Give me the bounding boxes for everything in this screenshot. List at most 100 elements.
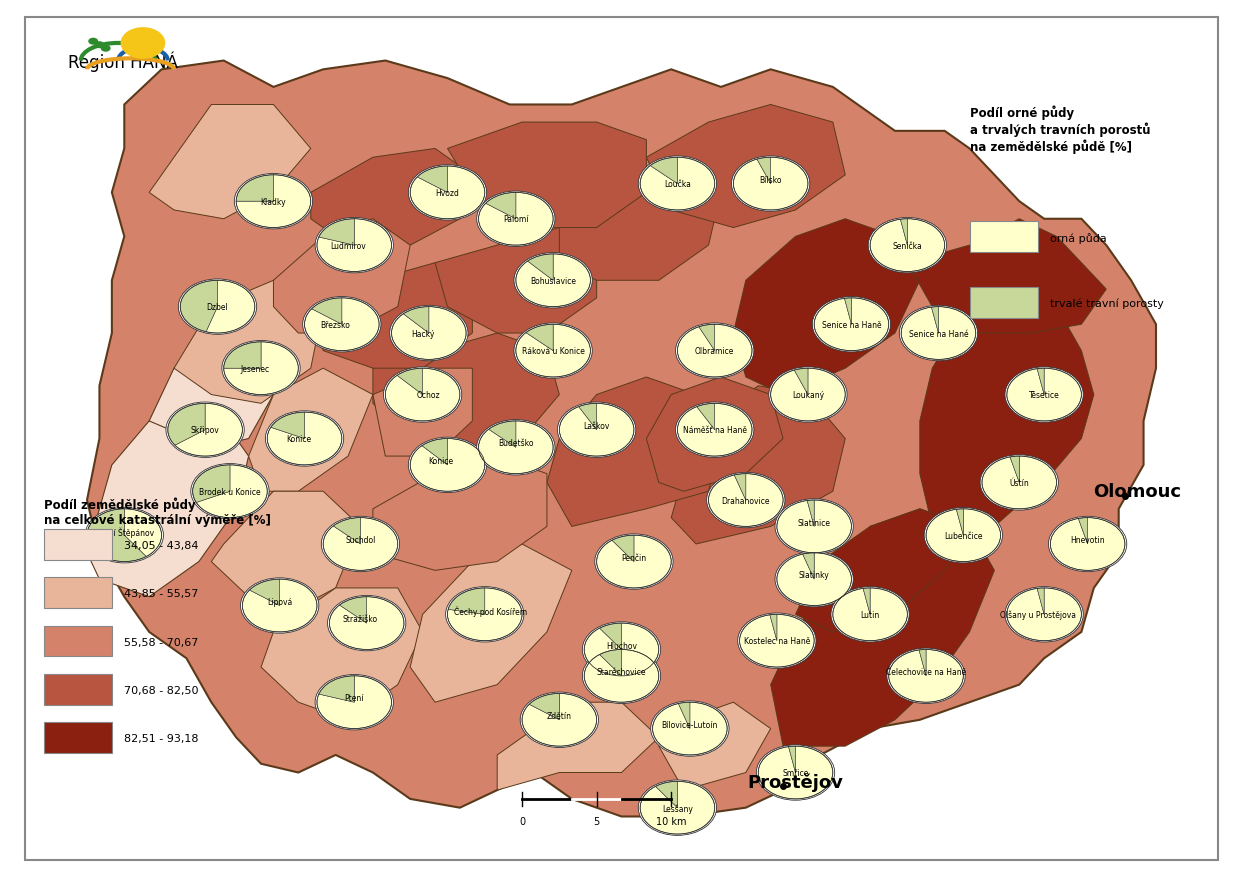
Text: Čechy pod Kosířem: Čechy pod Kosířem xyxy=(455,606,527,616)
Wedge shape xyxy=(410,167,485,220)
FancyBboxPatch shape xyxy=(44,723,112,753)
Circle shape xyxy=(520,692,599,748)
Text: Laškov: Laškov xyxy=(583,421,610,430)
Wedge shape xyxy=(677,404,752,457)
Text: Hnevotin: Hnevotin xyxy=(1070,536,1105,544)
Text: 34,05 - 43,84: 34,05 - 43,84 xyxy=(124,540,199,551)
Wedge shape xyxy=(1079,518,1088,544)
Wedge shape xyxy=(794,369,808,395)
Circle shape xyxy=(316,674,393,730)
Circle shape xyxy=(389,306,467,362)
Text: Lesšany: Lesšany xyxy=(663,803,692,813)
Circle shape xyxy=(265,411,343,467)
Wedge shape xyxy=(410,439,485,492)
Wedge shape xyxy=(733,158,808,211)
Wedge shape xyxy=(640,781,715,834)
Text: 43,85 - 55,57: 43,85 - 55,57 xyxy=(124,588,199,599)
Circle shape xyxy=(303,297,380,352)
Wedge shape xyxy=(919,650,926,676)
Wedge shape xyxy=(697,404,715,430)
Circle shape xyxy=(768,367,848,422)
Wedge shape xyxy=(305,299,379,351)
Wedge shape xyxy=(397,369,423,395)
Text: Senice na Hané: Senice na Hané xyxy=(909,329,968,338)
Wedge shape xyxy=(758,746,833,799)
Wedge shape xyxy=(844,299,851,325)
Text: Slatinice: Slatinice xyxy=(798,518,830,527)
Polygon shape xyxy=(907,220,1106,334)
Wedge shape xyxy=(740,615,814,667)
Wedge shape xyxy=(421,439,447,465)
Wedge shape xyxy=(1011,457,1019,483)
Text: Bílovice-Lutoín: Bílovice-Lutoín xyxy=(661,720,718,729)
Polygon shape xyxy=(311,263,472,369)
Polygon shape xyxy=(373,457,547,571)
Wedge shape xyxy=(788,746,796,773)
Wedge shape xyxy=(1007,369,1081,421)
Wedge shape xyxy=(956,509,963,536)
Circle shape xyxy=(94,42,104,49)
Circle shape xyxy=(756,745,835,801)
Circle shape xyxy=(515,253,592,309)
Wedge shape xyxy=(516,255,590,307)
Polygon shape xyxy=(249,369,373,492)
Wedge shape xyxy=(87,509,147,562)
Circle shape xyxy=(1004,587,1083,643)
Wedge shape xyxy=(224,342,298,395)
FancyBboxPatch shape xyxy=(44,674,112,705)
Circle shape xyxy=(925,507,1002,564)
Wedge shape xyxy=(403,307,429,334)
Polygon shape xyxy=(87,395,249,597)
Wedge shape xyxy=(1007,588,1081,641)
Circle shape xyxy=(234,174,312,229)
Text: Kladky: Kladky xyxy=(261,198,286,206)
Circle shape xyxy=(101,46,111,53)
Circle shape xyxy=(979,455,1059,510)
Text: Drahanovice: Drahanovice xyxy=(721,496,771,505)
Polygon shape xyxy=(547,378,721,527)
Text: Lipová: Lipová xyxy=(267,597,292,606)
Wedge shape xyxy=(653,702,727,755)
Wedge shape xyxy=(597,536,671,588)
Wedge shape xyxy=(250,579,280,606)
Wedge shape xyxy=(317,676,392,729)
Wedge shape xyxy=(488,421,516,448)
Text: 70,68 - 82,50: 70,68 - 82,50 xyxy=(124,685,199,695)
Wedge shape xyxy=(124,509,162,557)
Polygon shape xyxy=(149,334,273,448)
Wedge shape xyxy=(168,404,205,446)
Wedge shape xyxy=(757,158,771,184)
Wedge shape xyxy=(769,615,777,641)
Text: 5: 5 xyxy=(593,817,600,826)
Text: Konice: Konice xyxy=(286,435,311,443)
Circle shape xyxy=(595,534,674,590)
Polygon shape xyxy=(261,588,423,720)
Circle shape xyxy=(886,648,965,704)
Wedge shape xyxy=(224,342,261,369)
Circle shape xyxy=(316,219,393,274)
Wedge shape xyxy=(193,465,230,503)
Polygon shape xyxy=(273,220,410,334)
Circle shape xyxy=(776,499,853,555)
Text: Náměšť na Haně: Náměšť na Haně xyxy=(682,426,747,435)
Wedge shape xyxy=(982,457,1057,509)
Wedge shape xyxy=(333,518,360,544)
Wedge shape xyxy=(771,369,845,421)
Text: Bílsko: Bílsko xyxy=(759,176,782,184)
Wedge shape xyxy=(807,500,814,527)
FancyBboxPatch shape xyxy=(44,578,112,608)
Wedge shape xyxy=(418,167,447,193)
Polygon shape xyxy=(733,220,920,395)
FancyBboxPatch shape xyxy=(44,529,112,560)
FancyBboxPatch shape xyxy=(970,288,1038,319)
Polygon shape xyxy=(373,334,559,457)
Text: Kostelec na Haně: Kostelec na Haně xyxy=(743,637,810,645)
Text: Smřice: Smřice xyxy=(782,768,809,777)
Circle shape xyxy=(900,306,977,362)
Text: Senička: Senička xyxy=(892,241,922,250)
Wedge shape xyxy=(926,509,1001,562)
Text: 55,58 - 70,67: 55,58 - 70,67 xyxy=(124,637,199,647)
Circle shape xyxy=(675,324,753,379)
Text: Loučka: Loučka xyxy=(664,180,691,189)
Text: 0: 0 xyxy=(520,817,525,826)
